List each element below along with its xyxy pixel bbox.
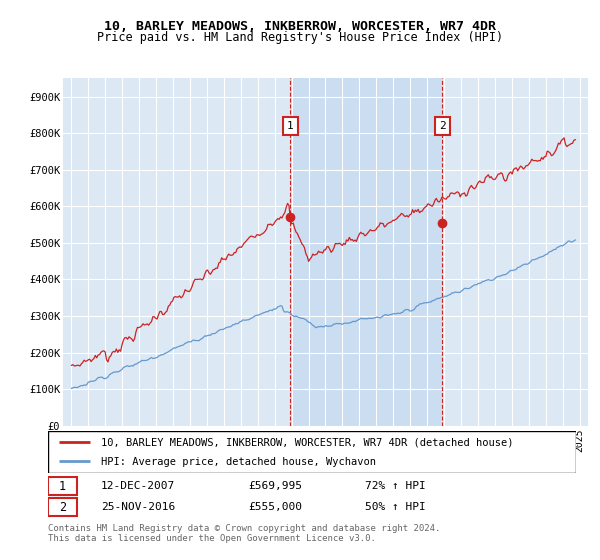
Bar [290,78,442,426]
FancyBboxPatch shape [48,431,576,473]
FancyBboxPatch shape [48,477,77,495]
Text: 25-NOV-2016: 25-NOV-2016 [101,502,175,512]
Text: 50% ↑ HPI: 50% ↑ HPI [365,502,425,512]
Text: Price paid vs. HM Land Registry's House Price Index (HPI): Price paid vs. HM Land Registry's House … [97,31,503,44]
Text: HPI: Average price, detached house, Wychavon: HPI: Average price, detached house, Wych… [101,458,376,467]
Text: 10, BARLEY MEADOWS, INKBERROW, WORCESTER, WR7 4DR (detached house): 10, BARLEY MEADOWS, INKBERROW, WORCESTER… [101,437,513,447]
Text: 1: 1 [287,121,293,131]
Text: Contains HM Land Registry data © Crown copyright and database right 2024.
This d: Contains HM Land Registry data © Crown c… [48,524,440,543]
Text: 2: 2 [439,121,446,131]
Text: 1: 1 [59,479,66,493]
Text: £569,995: £569,995 [248,481,302,491]
Text: 10, BARLEY MEADOWS, INKBERROW, WORCESTER, WR7 4DR: 10, BARLEY MEADOWS, INKBERROW, WORCESTER… [104,20,496,32]
Text: £555,000: £555,000 [248,502,302,512]
Text: 2: 2 [59,501,66,514]
Text: 12-DEC-2007: 12-DEC-2007 [101,481,175,491]
Text: 72% ↑ HPI: 72% ↑ HPI [365,481,425,491]
FancyBboxPatch shape [48,498,77,516]
